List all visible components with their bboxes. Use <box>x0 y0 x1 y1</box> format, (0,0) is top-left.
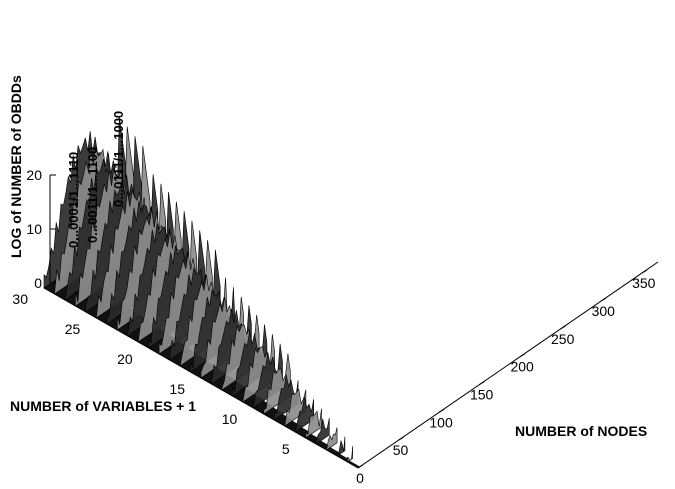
x-tick-mark <box>519 353 526 358</box>
annotation-1: 0...0001/1...1110 <box>66 152 81 248</box>
y-tick-label: 10 <box>222 411 238 427</box>
x-axis-line <box>357 261 659 469</box>
y-tick-mark <box>96 314 102 319</box>
x-tick-mark <box>398 436 404 441</box>
y-tick-mark <box>43 284 50 289</box>
x-tick-label: 50 <box>393 442 409 458</box>
x-tick-mark <box>600 297 607 302</box>
surface-ribbon <box>200 296 244 379</box>
x-tick-mark <box>560 325 566 330</box>
z-tick-label: 10 <box>26 221 42 237</box>
x-tick-label: 350 <box>632 275 656 291</box>
z-axis-label: LOG of NUMBER of OBDDs <box>8 75 24 258</box>
surface-ribbon <box>315 417 330 445</box>
annotation-3: 0...0111/1...1000 <box>111 111 126 207</box>
y-tick-mark <box>305 434 311 439</box>
y-tick-mark <box>253 404 259 409</box>
surface-ribbon <box>294 396 315 433</box>
y-tick-label: 5 <box>282 441 290 457</box>
surface-mesh <box>43 116 361 469</box>
y-tick-label: 15 <box>169 381 185 397</box>
y-ticks: 5 10 15 20 25 30 <box>12 284 311 457</box>
x-tick-mark <box>641 269 648 274</box>
y-tick-label: 25 <box>65 321 81 337</box>
x-tick-label: 0 <box>356 470 364 484</box>
surface-ribbon <box>305 408 322 439</box>
x-tick-label: 100 <box>429 414 453 430</box>
z-tick-label: 20 <box>26 167 42 183</box>
x-tick-mark <box>438 408 445 413</box>
z-tick-label: 0 <box>34 275 42 291</box>
x-tick-label: 200 <box>510 359 534 375</box>
surface-ribbon <box>336 436 346 457</box>
y-tick-mark <box>148 344 154 349</box>
x-tick-label: 150 <box>470 386 494 402</box>
surface-ribbon <box>326 427 338 451</box>
surface-ribbon <box>221 314 260 391</box>
x-axis-label: NUMBER of NODES <box>515 423 647 439</box>
surface-base-strip <box>347 460 361 469</box>
y-tick-label: 30 <box>12 291 28 307</box>
x-tick-mark <box>479 381 485 385</box>
y-tick-label: 20 <box>117 351 133 367</box>
x-tick-label: 300 <box>592 303 616 319</box>
z-ticks: 0 10 20 <box>26 167 56 291</box>
y-tick-mark <box>200 374 207 379</box>
annotation-2: 0...0011/1...1100 <box>85 147 100 243</box>
x-ticks: 0 50 100 150 200 250 300 350 <box>356 269 656 486</box>
surface-ribbon <box>284 388 307 427</box>
surface-ribbon <box>347 446 353 463</box>
x-tick-label: 250 <box>551 331 575 347</box>
x-tick-mark <box>357 464 364 469</box>
y-axis-label: NUMBER of VARIABLES + 1 <box>10 398 196 414</box>
